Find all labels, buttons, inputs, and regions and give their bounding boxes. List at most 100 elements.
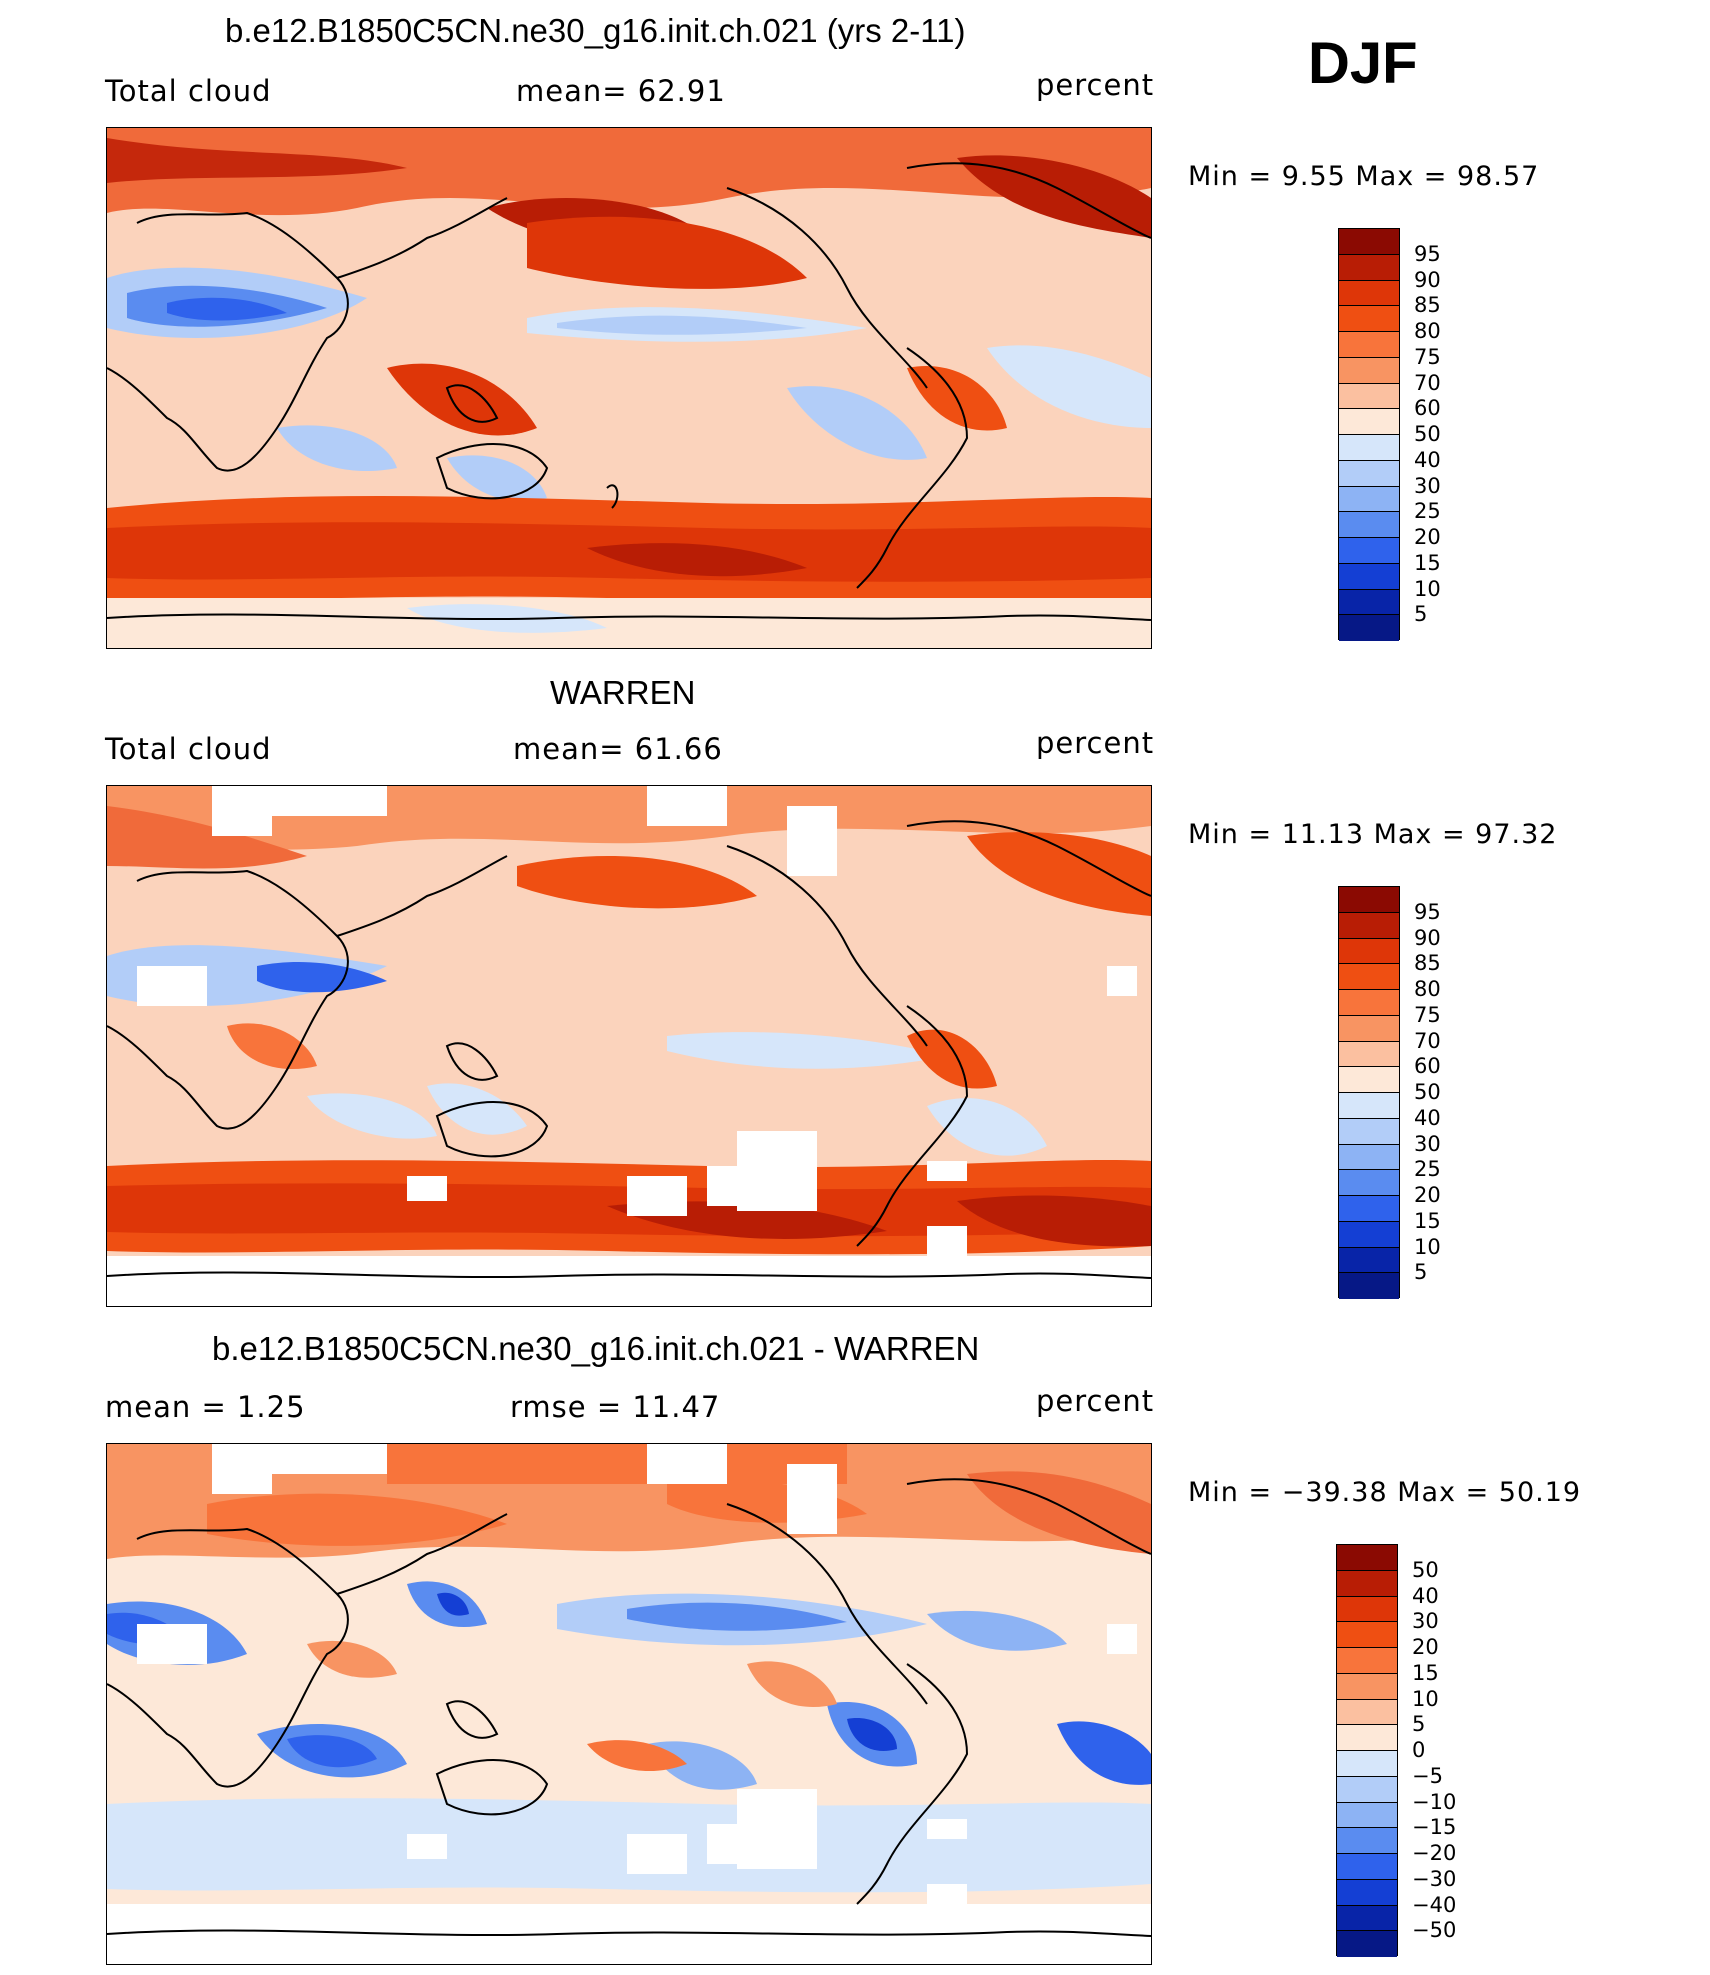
colorbar-swatch (1339, 1221, 1399, 1248)
colorbar-swatch (1339, 229, 1399, 255)
colorbar-swatch (1339, 887, 1399, 913)
panel-3-map (106, 1443, 1152, 1965)
colorbar-label: 80 (1414, 319, 1441, 343)
panel-3-mean-label: mean = 1.25 (105, 1390, 306, 1424)
panel-1-minmax: Min = 9.55 Max = 98.57 (1188, 161, 1540, 192)
colorbar-swatch (1337, 1725, 1397, 1751)
colorbar-label: 10 (1412, 1686, 1439, 1711)
colorbar-swatch (1339, 409, 1399, 435)
colorbar-swatch (1337, 1802, 1397, 1829)
colorbar-label: 80 (1414, 977, 1441, 1001)
colorbar-swatch (1339, 306, 1399, 332)
colorbar-swatch (1337, 1570, 1397, 1597)
panel-2-map (106, 785, 1152, 1307)
colorbar-swatch (1339, 460, 1399, 487)
colorbar-swatch (1337, 1622, 1397, 1648)
colorbar-label: 95 (1414, 241, 1441, 266)
colorbar-label: 0 (1412, 1738, 1426, 1762)
colorbar-label: 30 (1414, 1131, 1441, 1156)
colorbar-swatch (1339, 512, 1399, 538)
colorbar-label: 40 (1414, 447, 1441, 472)
colorbar-swatch (1339, 589, 1399, 616)
season-label: DJF (1308, 31, 1418, 96)
colorbar-label: 40 (1414, 1105, 1441, 1130)
panel-1-mean-label: mean= 62.91 (516, 74, 726, 108)
colorbar-label: 60 (1414, 1054, 1441, 1079)
panel-2-mean-label: mean= 61.66 (513, 732, 723, 766)
colorbar-label: 75 (1414, 344, 1441, 369)
colorbar-swatch (1339, 990, 1399, 1016)
colorbar-swatch (1339, 1041, 1399, 1068)
colorbar-label: −5 (1412, 1763, 1443, 1788)
panel-1-variable-label: Total cloud (105, 74, 272, 108)
colorbar-swatch (1339, 280, 1399, 307)
colorbar-swatch (1339, 1067, 1399, 1093)
colorbar-label: 10 (1414, 1234, 1441, 1259)
colorbar-swatch (1339, 1144, 1399, 1171)
colorbar-label: 5 (1414, 1260, 1428, 1285)
colorbar-swatch (1339, 435, 1399, 461)
colorbar-swatch (1339, 357, 1399, 384)
colorbar-swatch (1339, 1273, 1399, 1299)
panel-2-variable-label: Total cloud (105, 732, 272, 766)
colorbar-swatch (1339, 1118, 1399, 1145)
colorbar-swatch (1339, 912, 1399, 939)
colorbar-swatch (1337, 1751, 1397, 1777)
colorbar-label: 25 (1414, 1157, 1441, 1182)
colorbar-label: 30 (1414, 473, 1441, 498)
colorbar-label: 50 (1414, 422, 1441, 446)
colorbar-swatch (1339, 538, 1399, 564)
colorbar-swatch (1339, 383, 1399, 410)
colorbar-label: 20 (1414, 1183, 1441, 1207)
colorbar-swatch (1337, 1905, 1397, 1932)
colorbar-label: −15 (1412, 1815, 1457, 1840)
colorbar-label: 75 (1414, 1002, 1441, 1027)
colorbar-label: 40 (1412, 1583, 1439, 1608)
colorbar-label: 60 (1414, 396, 1441, 421)
colorbar-swatch (1337, 1699, 1397, 1726)
colorbar-label: −40 (1412, 1892, 1457, 1917)
panel-3-rmse-label: rmse = 11.47 (510, 1390, 721, 1424)
colorbar-label: 85 (1414, 951, 1441, 976)
colorbar-label: 70 (1414, 370, 1441, 395)
colorbar-swatch (1337, 1828, 1397, 1854)
colorbar-swatch (1339, 615, 1399, 641)
colorbar-label: −10 (1412, 1789, 1457, 1814)
colorbar-swatch (1339, 938, 1399, 965)
panel-3-units-label: percent (1036, 1384, 1155, 1418)
colorbar-swatch (1339, 563, 1399, 590)
colorbar-label: 50 (1414, 1080, 1441, 1104)
colorbar-label: 5 (1414, 602, 1428, 627)
colorbar-label: 5 (1412, 1712, 1426, 1737)
colorbar-label: 25 (1414, 499, 1441, 524)
panel-1-map (106, 127, 1152, 649)
colorbar-swatch (1339, 1196, 1399, 1222)
colorbar-swatch (1337, 1931, 1397, 1957)
colorbar-swatch (1339, 964, 1399, 990)
colorbar-swatch (1339, 332, 1399, 358)
panel-2-title: WARREN (550, 674, 696, 711)
panel-3-minmax: Min = −39.38 Max = 50.19 (1188, 1477, 1582, 1508)
panel-3-colorbar-swatches (1336, 1544, 1398, 1957)
colorbar-swatch (1337, 1879, 1397, 1906)
colorbar-swatch (1337, 1776, 1397, 1803)
panel-2-minmax: Min = 11.13 Max = 97.32 (1188, 819, 1558, 850)
colorbar-swatch (1339, 254, 1399, 281)
panel-3-title: b.e12.B1850C5CN.ne30_g16.init.ch.021 - W… (212, 1330, 980, 1367)
colorbar-label: 70 (1414, 1028, 1441, 1053)
colorbar-label: −20 (1412, 1841, 1457, 1865)
colorbar-swatch (1337, 1545, 1397, 1571)
colorbar-label: 85 (1414, 293, 1441, 318)
colorbar-label: 15 (1412, 1660, 1439, 1685)
colorbar-swatch (1337, 1673, 1397, 1700)
colorbar-label: 95 (1414, 899, 1441, 924)
panel-1-units-label: percent (1036, 68, 1155, 102)
colorbar-label: −50 (1412, 1918, 1457, 1943)
colorbar-swatch (1339, 1247, 1399, 1274)
colorbar-label: 30 (1412, 1609, 1439, 1634)
panel-2-units-label: percent (1036, 726, 1155, 760)
panel-1-colorbar-swatches (1338, 228, 1400, 641)
colorbar-swatch (1337, 1854, 1397, 1880)
colorbar-label: 15 (1414, 1208, 1441, 1233)
panel-1-title: b.e12.B1850C5CN.ne30_g16.init.ch.021 (yr… (225, 12, 966, 49)
